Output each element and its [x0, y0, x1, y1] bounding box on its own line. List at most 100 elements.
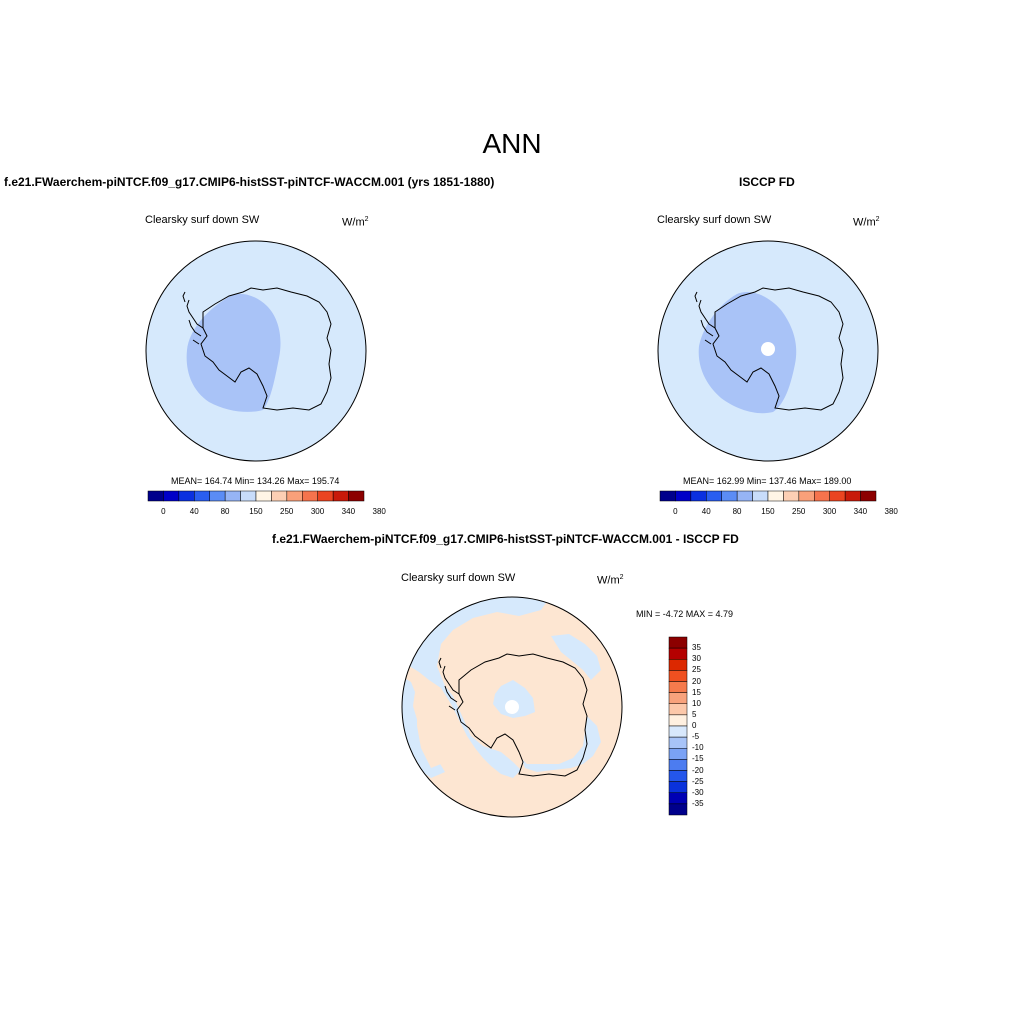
diff-colorbar — [668, 636, 688, 816]
model-colorbar — [147, 490, 365, 502]
colorbar-swatch — [178, 490, 195, 502]
colorbar-swatch — [668, 636, 688, 649]
colorbar-swatch — [706, 490, 722, 502]
colorbar-swatch — [209, 490, 226, 502]
colorbar-swatch — [224, 490, 241, 502]
page-title: ANN — [482, 128, 542, 159]
colorbar-tick-label: 80 — [732, 507, 742, 516]
interior-low-field — [698, 291, 797, 414]
antarctica-coastline — [200, 287, 332, 411]
colorbar-tick-label: 300 — [822, 507, 837, 516]
colorbar-tick-label: 340 — [341, 507, 356, 516]
colorbar-swatch — [721, 490, 738, 502]
colorbar-swatch — [668, 781, 688, 793]
colorbar-tick-label: -5 — [692, 732, 700, 742]
colorbar-tick-label: 0 — [692, 721, 697, 730]
negative-diff-region — [493, 680, 535, 718]
colorbar-tick-label: 150 — [761, 507, 775, 516]
colorbar-swatch — [668, 759, 688, 771]
colorbar-tick-label: 250 — [280, 507, 294, 516]
colorbar-swatch — [668, 692, 688, 704]
colorbar-tick-label: 40 — [701, 507, 711, 516]
negative-diff-region — [551, 634, 601, 680]
colorbar-swatch — [668, 792, 688, 805]
colorbar-swatch — [332, 490, 349, 502]
colorbar-tick-label: 5 — [692, 709, 697, 719]
map-boundary — [657, 240, 879, 462]
colorbar-tick-label: 40 — [189, 507, 199, 516]
obs-field-label: Clearsky surf down SW — [657, 214, 772, 226]
colorbar-swatch — [668, 670, 688, 682]
colorbar-tick-label: 20 — [692, 676, 701, 686]
colorbar-swatch — [668, 748, 688, 760]
colorbar-swatch — [668, 770, 688, 782]
obs-stats: MEAN= 162.99 Min= 137.46 Max= 189.00 — [683, 476, 852, 486]
colorbar-swatch — [668, 659, 688, 671]
diff-polar-map — [401, 596, 623, 818]
colorbar-swatch — [286, 490, 303, 502]
colorbar-tick-label: 150 — [249, 507, 263, 516]
obs-panel-title: ISCCP FD — [739, 175, 795, 189]
colorbar-tick-label: 30 — [692, 654, 701, 664]
colorbar-swatch — [147, 490, 164, 502]
colorbar-tick-label: 25 — [692, 665, 701, 675]
interior-low-field — [186, 293, 281, 412]
colorbar-swatch — [814, 490, 830, 502]
colorbar-swatch — [348, 490, 365, 502]
obs-polar-map — [657, 240, 879, 462]
model-panel-title: f.e21.FWaerchem-piNTCF.f09_g17.CMIP6-his… — [4, 175, 495, 189]
colorbar-swatch — [240, 490, 257, 502]
negative-diff-region — [521, 716, 601, 772]
colorbar-swatch — [668, 725, 688, 738]
map-boundary — [145, 240, 367, 462]
colorbar-swatch — [668, 703, 688, 716]
colorbar-swatch — [317, 490, 334, 502]
colorbar-tick-label: 15 — [692, 687, 701, 697]
colorbar-swatch — [736, 490, 753, 502]
diff-units: W/m2 — [597, 574, 624, 587]
colorbar-swatch — [668, 714, 688, 727]
colorbar-swatch — [271, 490, 288, 502]
colorbar-tick-label: 0 — [161, 507, 166, 516]
colorbar-tick-label: 10 — [692, 698, 701, 708]
colorbar-swatch — [783, 490, 800, 502]
colorbar-tick-label: 340 — [853, 507, 868, 516]
colorbar-swatch — [659, 490, 676, 502]
colorbar-tick-label: -15 — [692, 754, 704, 764]
negative-diff-region — [402, 597, 551, 778]
missing-data-pole — [505, 700, 519, 714]
colorbar-tick-label: -35 — [692, 798, 704, 808]
colorbar-tick-label: 300 — [310, 507, 325, 516]
colorbar-tick-label: 0 — [673, 507, 678, 516]
colorbar-swatch — [668, 681, 688, 693]
antarctic-peninsula — [182, 291, 204, 345]
map-boundary — [401, 596, 623, 818]
obs-colorbar — [659, 490, 877, 502]
colorbar-tick-label: -10 — [692, 743, 704, 753]
colorbar-swatch — [668, 736, 688, 749]
model-stats: MEAN= 164.74 Min= 134.26 Max= 195.74 — [171, 476, 340, 486]
antarctic-peninsula — [694, 291, 716, 345]
colorbar-tick-label: 80 — [220, 507, 230, 516]
colorbar-swatch — [255, 490, 272, 502]
colorbar-swatch — [302, 490, 318, 502]
diff-stats: MIN = -4.72 MAX = 4.79 — [636, 609, 734, 619]
colorbar-tick-label: 380 — [884, 507, 898, 516]
colorbar-tick-label: -20 — [692, 765, 704, 775]
antarctic-peninsula — [438, 657, 460, 711]
colorbar-tick-label: 250 — [792, 507, 806, 516]
diff-field-label: Clearsky surf down SW — [401, 572, 516, 584]
colorbar-swatch — [690, 490, 707, 502]
colorbar-tick-label: 380 — [372, 507, 386, 516]
colorbar-swatch — [767, 490, 784, 502]
colorbar-swatch — [163, 490, 180, 502]
colorbar-swatch — [675, 490, 692, 502]
antarctica-coastline — [712, 287, 844, 411]
colorbar-tick-label: -30 — [692, 787, 704, 797]
colorbar-swatch — [668, 647, 688, 660]
model-units: W/m2 — [342, 216, 369, 229]
diff-panel-title: f.e21.FWaerchem-piNTCF.f09_g17.CMIP6-his… — [272, 532, 739, 546]
colorbar-swatch — [798, 490, 815, 502]
antarctica-coastline — [456, 653, 588, 777]
model-polar-map — [145, 240, 367, 462]
